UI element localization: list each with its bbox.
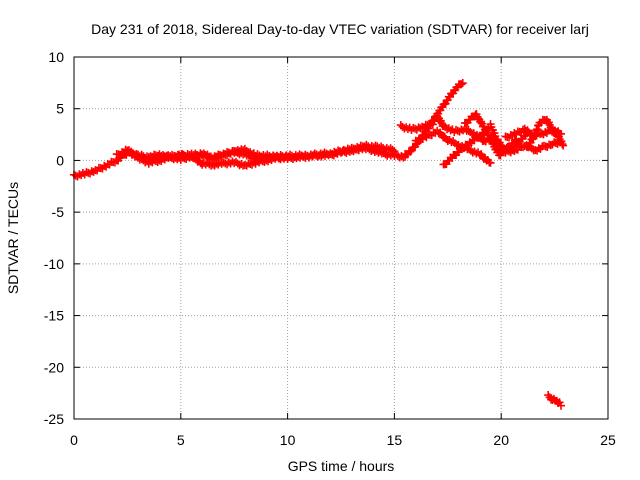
y-tick-label: 10 <box>48 49 64 65</box>
x-tick-label: 5 <box>177 432 185 448</box>
data-point <box>558 140 567 149</box>
data-point <box>406 147 415 156</box>
data-point <box>458 79 467 88</box>
data-point <box>510 147 519 156</box>
data-point <box>153 157 162 166</box>
x-tick-label: 25 <box>600 432 616 448</box>
x-tick-label: 20 <box>493 432 509 448</box>
data-points <box>70 79 568 410</box>
y-tick-label: -10 <box>44 256 64 272</box>
axis-ticks: 0 5 10 15 20 25 -25 -20 -15 -10 -5 0 5 10 <box>44 49 616 448</box>
x-axis-label: GPS time / hours <box>288 458 395 474</box>
data-point <box>237 159 246 168</box>
y-tick-label: -5 <box>52 204 65 220</box>
data-point <box>528 135 537 144</box>
y-tick-label: -25 <box>44 411 64 427</box>
series-trace-l <box>522 115 568 151</box>
plot-frame <box>73 56 609 420</box>
data-point <box>403 124 412 133</box>
data-point <box>420 132 429 141</box>
x-tick-label: 0 <box>70 432 78 448</box>
data-point <box>100 161 109 170</box>
series-trace-m <box>544 391 566 410</box>
data-point <box>557 401 566 410</box>
data-point <box>510 129 519 138</box>
series-trace-j <box>490 137 566 157</box>
data-point <box>447 138 456 147</box>
y-tick-label: -15 <box>44 308 64 324</box>
data-point <box>89 167 98 176</box>
data-point <box>533 125 542 134</box>
y-axis-label: SDTVAR / TECUs <box>5 182 21 294</box>
chart-title: Day 231 of 2018, Sidereal Day-to-day VTE… <box>91 21 589 37</box>
y-tick-label: -20 <box>44 359 64 375</box>
x-tick-label: 15 <box>387 432 403 448</box>
data-point <box>486 158 495 167</box>
grid <box>74 57 608 419</box>
data-point <box>531 129 540 138</box>
data-point <box>529 134 538 143</box>
data-point <box>390 147 399 156</box>
x-tick-label: 10 <box>280 432 296 448</box>
series-trace-c <box>144 140 399 164</box>
data-point <box>559 141 568 150</box>
data-point <box>457 80 466 89</box>
y-tick-label: 5 <box>56 101 64 117</box>
data-point <box>416 124 425 133</box>
data-point <box>462 126 471 135</box>
y-tick-label: 0 <box>56 152 64 168</box>
